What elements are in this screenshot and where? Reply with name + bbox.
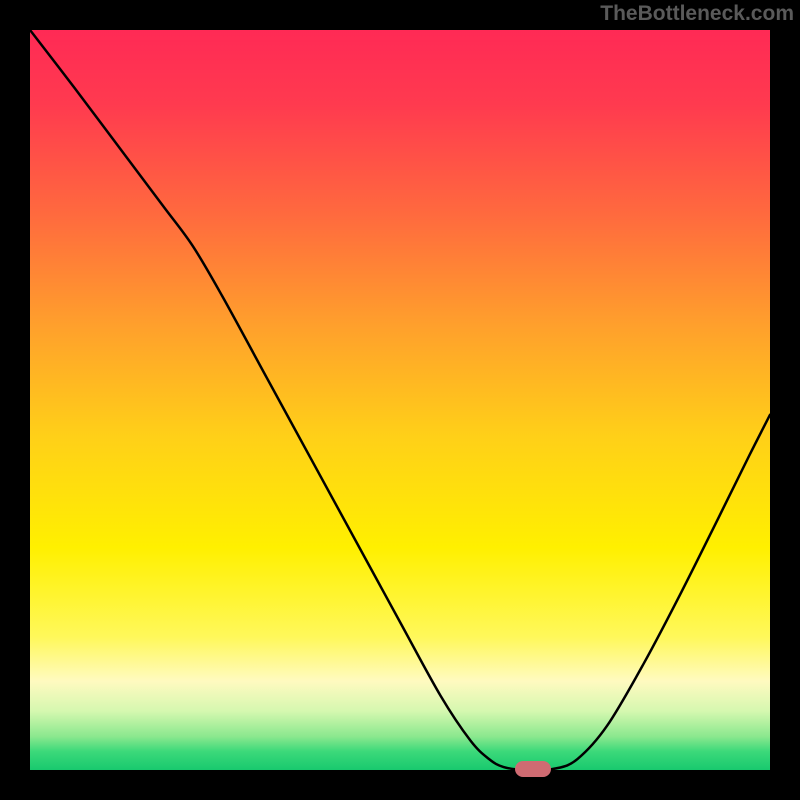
chart-root: TheBottleneck.com	[0, 0, 800, 800]
optimal-marker	[515, 761, 551, 777]
gradient-background	[30, 30, 770, 770]
plot-area	[30, 30, 770, 770]
watermark-text: TheBottleneck.com	[600, 2, 794, 26]
